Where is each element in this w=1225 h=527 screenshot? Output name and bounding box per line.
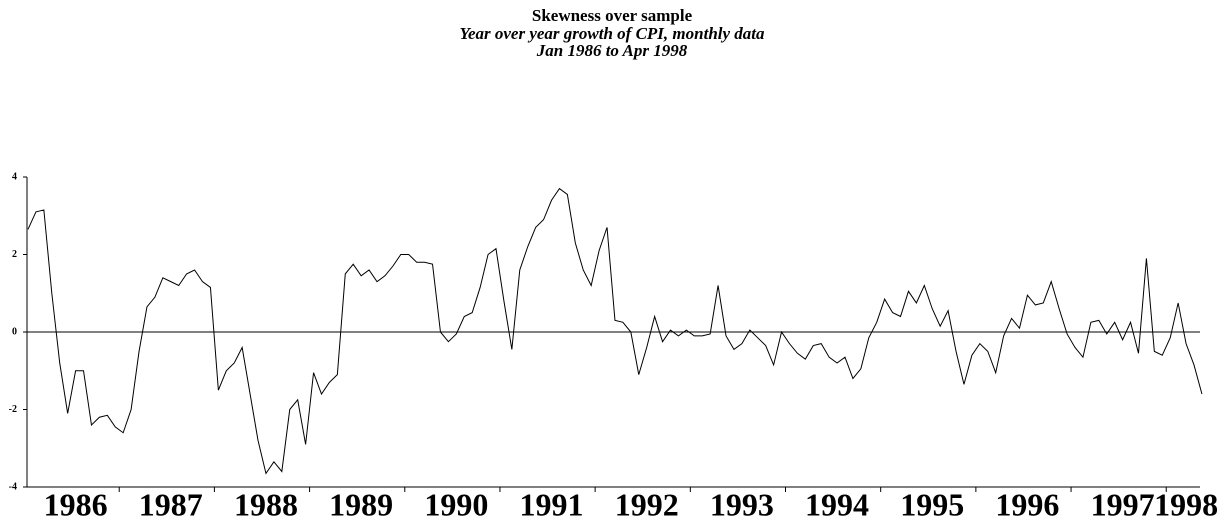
y-tick-label: 0 <box>12 326 17 337</box>
chart-title: Skewness over sample <box>532 6 693 25</box>
chart-period: Jan 1986 to Apr 1998 <box>536 41 688 60</box>
series-line <box>27 187 1203 475</box>
y-tick-label: 4 <box>12 171 17 182</box>
x-tick-label: 1997 <box>1091 486 1155 522</box>
x-tick-label: 1995 <box>900 486 964 522</box>
x-tick-label: 1992 <box>615 486 679 522</box>
y-tick-label: 2 <box>12 249 17 260</box>
x-tick-label: 1990 <box>424 486 488 522</box>
x-tick-label: 1996 <box>995 486 1059 522</box>
chart-subtitle: Year over year growth of CPI, monthly da… <box>459 24 765 43</box>
y-tick-label: -2 <box>9 404 17 415</box>
x-tick-label: 1986 <box>44 486 108 522</box>
y-tick-label: -4 <box>9 481 17 492</box>
x-tick-label: 1998 <box>1154 486 1218 522</box>
x-tick-label: 1994 <box>805 486 869 522</box>
x-tick-label: 1987 <box>139 486 203 522</box>
x-tick-label: 1989 <box>329 486 393 522</box>
x-tick-label: 1991 <box>520 486 584 522</box>
x-tick-label: 1988 <box>234 486 298 522</box>
x-tick-label: 1993 <box>710 486 774 522</box>
